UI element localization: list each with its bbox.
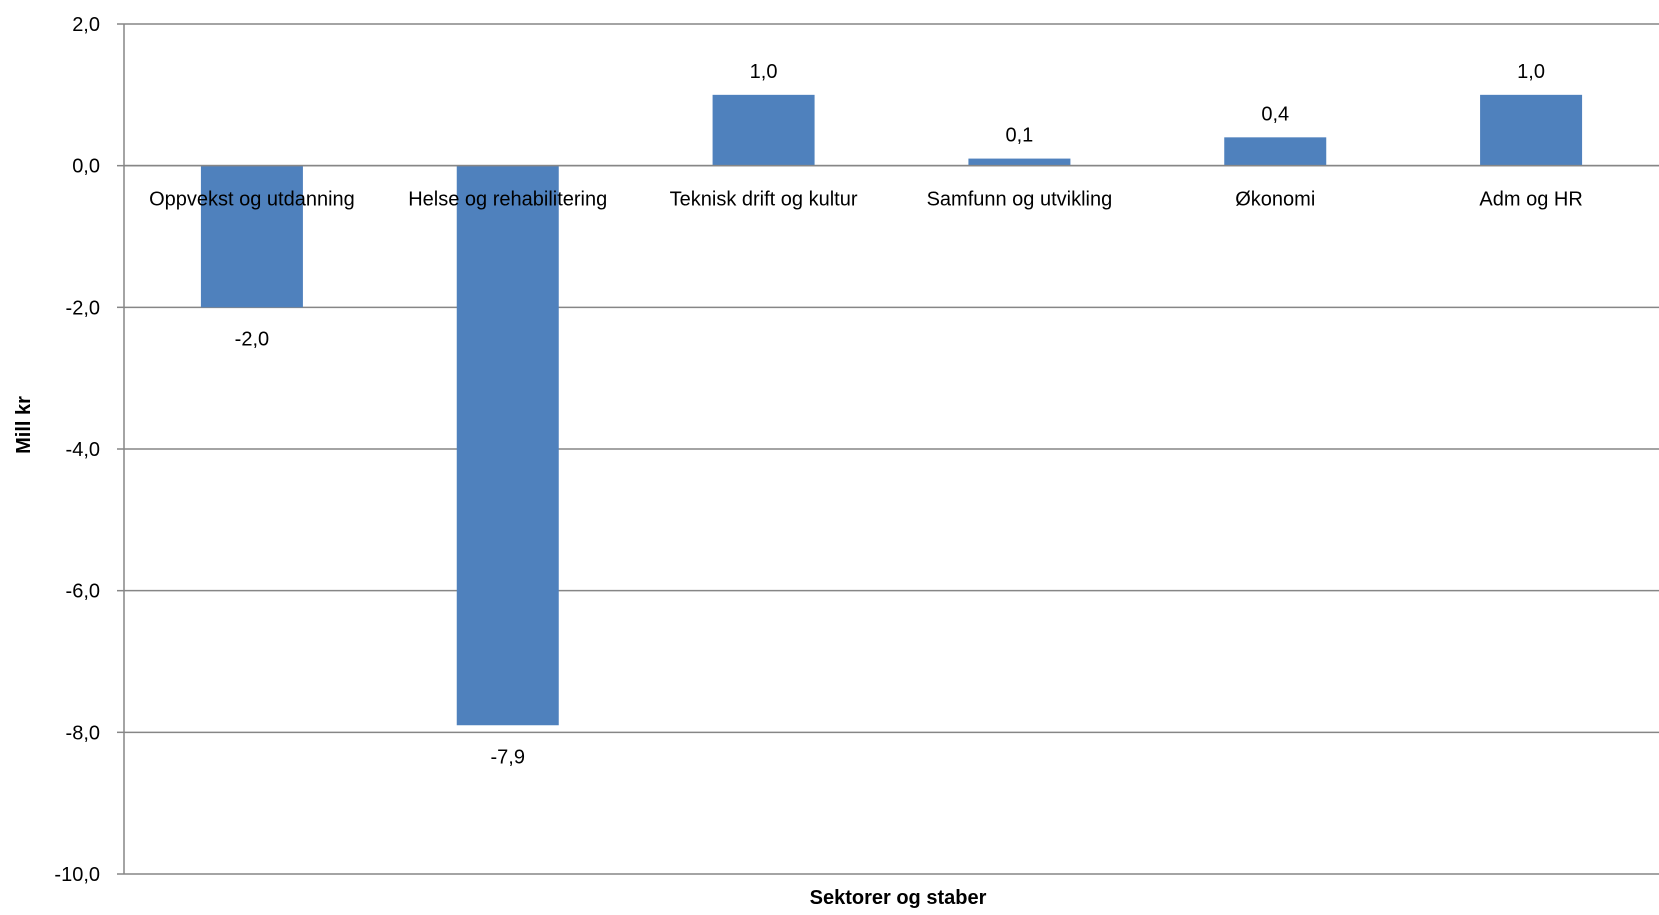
data-label: 0,1 bbox=[1006, 125, 1034, 147]
bar bbox=[1480, 94, 1583, 166]
y-tick-label: 2,0 bbox=[72, 14, 100, 36]
bar bbox=[712, 94, 815, 166]
bar bbox=[456, 165, 559, 726]
y-tick-label: -4,0 bbox=[66, 439, 100, 461]
bar bbox=[1224, 137, 1327, 166]
category-label: Helse og rehabilitering bbox=[408, 189, 607, 211]
data-label: -7,9 bbox=[491, 746, 525, 768]
category-label: Oppvekst og utdanning bbox=[149, 189, 355, 211]
x-axis-title: Sektorer og staber bbox=[810, 887, 987, 909]
category-label: Samfunn og utvikling bbox=[927, 189, 1113, 211]
data-label: 1,0 bbox=[750, 61, 778, 83]
bars bbox=[200, 94, 1583, 726]
bar bbox=[968, 158, 1071, 166]
bar bbox=[200, 165, 303, 308]
axes bbox=[117, 23, 1659, 875]
y-tick-label: 0,0 bbox=[72, 156, 100, 178]
labels: 2,0 0,0 -2,0 -4,0 -6,0 -8,0 -10,0 -2,0 Oppvekst … bbox=[54, 14, 1582, 886]
gridlines bbox=[124, 23, 1659, 875]
data-label: 0,4 bbox=[1261, 103, 1289, 125]
y-tick-label: -10,0 bbox=[54, 864, 100, 886]
data-label: 1,0 bbox=[1517, 61, 1545, 83]
y-tick-label: -6,0 bbox=[66, 581, 100, 603]
y-axis-title: Mill kr bbox=[13, 396, 35, 454]
category-label: Adm og HR bbox=[1479, 189, 1582, 211]
category-label: Økonomi bbox=[1235, 189, 1315, 211]
data-label: -2,0 bbox=[235, 328, 269, 350]
y-tick-label: -2,0 bbox=[66, 297, 100, 319]
category-label: Teknisk drift og kultur bbox=[670, 189, 858, 211]
y-tick-label: -8,0 bbox=[66, 722, 100, 744]
